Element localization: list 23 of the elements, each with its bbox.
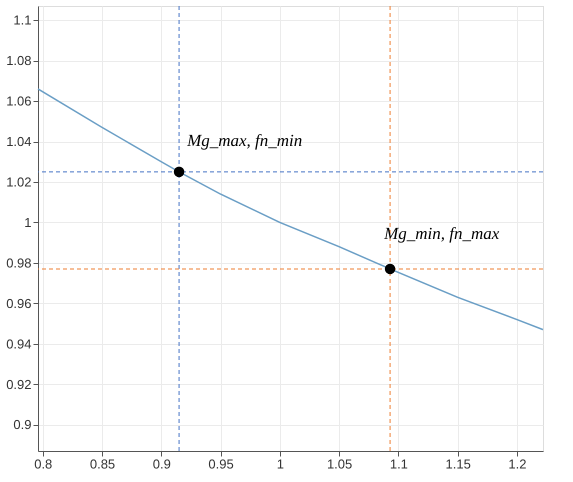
y-tick-label: 0.92 — [6, 376, 32, 392]
x-tick-label: 1 — [276, 456, 284, 472]
y-tick-label: 0.98 — [6, 255, 32, 270]
x-tick-label: 0.85 — [90, 456, 116, 472]
x-tick-label: 0.9 — [152, 456, 171, 472]
line-series — [37, 88, 544, 330]
annotation: Mg_max, fn_min — [186, 130, 302, 150]
x-tick-label: 0.8 — [34, 456, 52, 472]
annotation: Mg_min, fn_max — [383, 224, 500, 243]
y-tick-label: 0.96 — [6, 296, 32, 311]
x-tick-label: 1.2 — [508, 456, 526, 472]
y-tick-label: 1.02 — [6, 174, 32, 190]
y-tick-label: 1.06 — [6, 94, 32, 109]
y-tick-label: 0.9 — [13, 417, 32, 432]
x-tick-label: 1.05 — [326, 456, 352, 472]
x-tick-label: 0.95 — [208, 456, 234, 472]
y-tick-label: 1 — [24, 214, 32, 230]
x-tick-label: 1.15 — [445, 456, 471, 472]
y-tick-label: 1.1 — [13, 12, 32, 28]
y-tick-label: 1.08 — [6, 53, 32, 68]
y-tick-label: 0.94 — [6, 336, 32, 352]
x-tick-label: 1.1 — [390, 456, 408, 472]
y-tick-label: 1.04 — [6, 134, 32, 150]
